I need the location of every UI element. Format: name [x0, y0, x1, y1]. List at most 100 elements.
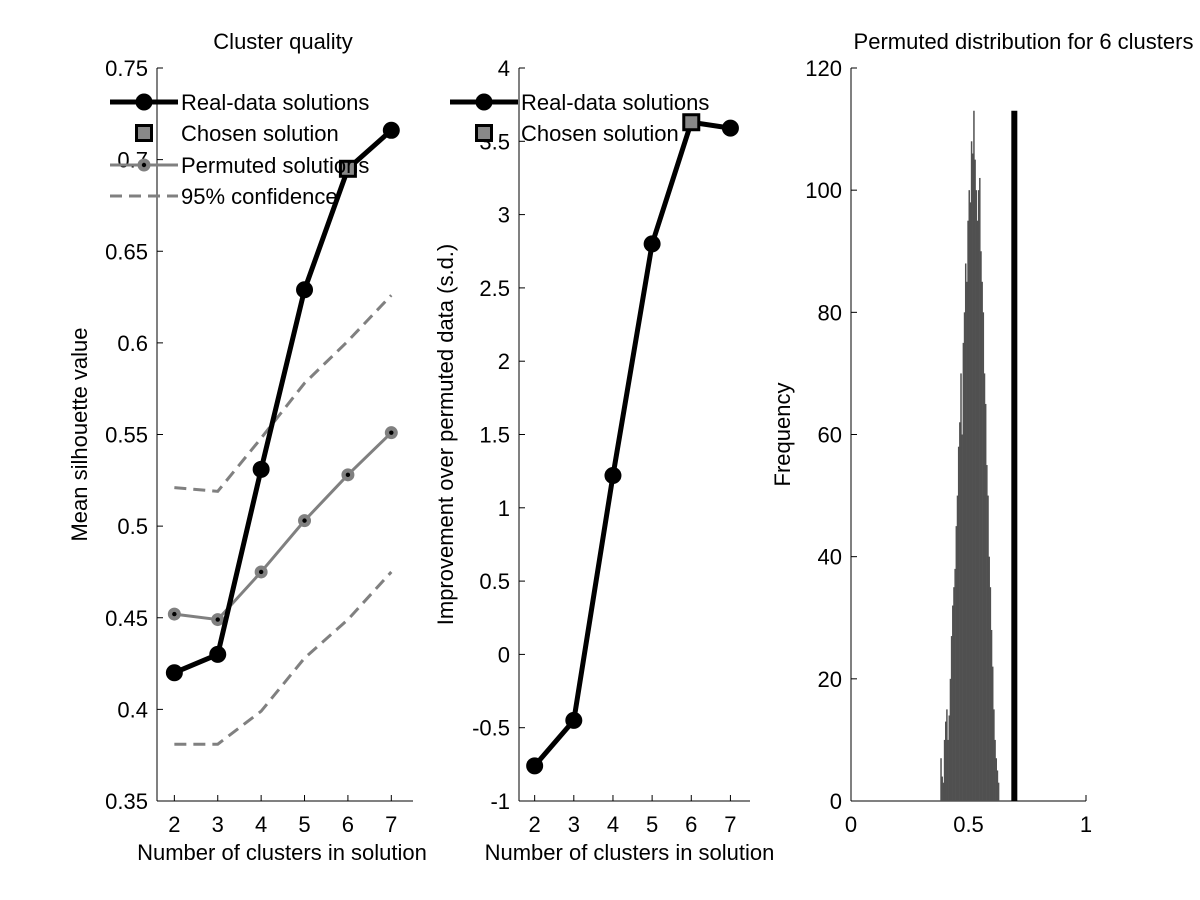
permuted-point-center	[215, 617, 220, 622]
real-data-point	[209, 645, 227, 663]
real-data-point	[604, 467, 622, 485]
y-tick-label: 80	[818, 300, 842, 325]
x-tick-label: 5	[298, 812, 310, 837]
legend-confidence-label: 95% confidence	[181, 184, 338, 209]
histogram-bar	[957, 446, 960, 801]
chosen-solution-marker	[682, 113, 701, 132]
histogram-bar	[975, 190, 978, 801]
x-axis-label: Number of clusters in solution	[137, 840, 427, 865]
chart-title: Cluster quality	[213, 29, 352, 54]
x-tick-label: 3	[212, 812, 224, 837]
y-tick-label: -1	[490, 789, 510, 814]
x-tick-label: 1	[1080, 812, 1092, 837]
legend-chosen-label: Chosen solution	[521, 121, 679, 146]
histogram-bar	[973, 110, 975, 802]
y-tick-label: 1	[498, 496, 510, 521]
histogram-bar	[993, 709, 995, 801]
histogram-bar	[963, 312, 966, 801]
histogram-bar	[987, 495, 989, 801]
histogram-bar	[942, 782, 945, 801]
permuted-point-center	[172, 611, 177, 617]
y-tick-label: 0.5	[479, 569, 510, 594]
confidence-upper-line	[174, 294, 393, 493]
histogram-bar	[995, 758, 997, 801]
legend-permuted-label: Permuted solutions	[181, 153, 369, 178]
histogram-bar	[966, 281, 968, 802]
histogram-bar	[997, 782, 1000, 801]
histogram-bar	[984, 403, 987, 801]
y-tick-label: 1.5	[479, 423, 510, 448]
x-tick-label: 6	[342, 812, 354, 837]
real-data-point	[296, 281, 314, 299]
histogram-bar	[980, 251, 982, 801]
histogram-bar	[941, 776, 943, 801]
x-tick-label: 3	[568, 812, 580, 837]
histogram-bar	[960, 373, 962, 801]
histogram-bar	[956, 495, 959, 801]
legend-chosen-swatch	[135, 124, 153, 142]
histogram-bar	[988, 556, 990, 801]
histogram-bar	[947, 739, 949, 801]
histogram-bar	[974, 159, 976, 801]
y-tick-label: 120	[805, 56, 842, 81]
x-tick-label: 2	[529, 812, 541, 837]
x-tick-label: 7	[724, 812, 736, 837]
histogram-bar	[977, 190, 980, 801]
histogram-bar	[952, 605, 954, 801]
histogram-bar	[953, 587, 955, 801]
histogram-bar	[970, 141, 973, 802]
histogram-bar	[994, 739, 996, 801]
permuted-point-center	[302, 518, 307, 523]
histogram-bar	[981, 281, 983, 802]
legend-real-swatch-marker	[135, 93, 153, 111]
histogram-bar	[982, 312, 985, 801]
histogram-bar	[940, 758, 942, 801]
permuted-point-center	[258, 569, 264, 575]
legend-chosen-swatch	[475, 124, 493, 142]
y-tick-label: 0.5	[117, 514, 148, 539]
y-tick-label: 2	[498, 349, 510, 374]
y-tick-label: 3	[498, 203, 510, 228]
histogram-bar	[968, 190, 970, 801]
histogram-bar	[946, 709, 948, 801]
panel-cluster-quality: 2 3 4 5 6 70.350.40.450.50.550.60.650.70.75Cl…	[67, 29, 427, 865]
permuted-point-center	[345, 472, 351, 478]
histogram-bar	[976, 220, 979, 802]
real-data-point	[565, 711, 583, 729]
y-tick-label: 0.65	[105, 239, 148, 264]
legend-permuted-swatch-center	[141, 162, 147, 168]
y-tick-label: 0.4	[117, 697, 148, 722]
x-tick-label: 0.5	[953, 812, 984, 837]
real-data-point	[643, 235, 661, 253]
y-tick-label: 0.35	[105, 789, 148, 814]
y-tick-label: 40	[818, 545, 842, 570]
y-tick-label: 0.6	[117, 331, 148, 356]
legend-real-swatch-marker	[475, 93, 493, 111]
x-tick-label: 7	[385, 812, 397, 837]
y-tick-label: 20	[818, 667, 842, 692]
histogram-bar	[955, 526, 958, 801]
permuted-point-center	[389, 430, 394, 435]
y-axis-label: Improvement over permuted data (s.d.)	[433, 244, 458, 626]
legend-real-label: Real-data solutions	[181, 90, 369, 115]
permuted-series-line	[174, 431, 393, 622]
real-series-line	[173, 128, 393, 676]
y-tick-label: 100	[805, 178, 842, 203]
histogram-bar	[967, 220, 969, 802]
y-tick-label: 0.45	[105, 606, 148, 631]
x-axis-label: Number of clusters in solution	[485, 840, 775, 865]
chart-title: Permuted distribution for 6 clusters	[854, 29, 1194, 54]
histogram-bar	[950, 636, 953, 801]
x-tick-label: 4	[255, 812, 267, 837]
y-axis-label: Mean silhouette value	[67, 327, 92, 541]
histogram-bar	[949, 678, 952, 801]
real-data-point	[165, 664, 183, 682]
legend-chosen-label: Chosen solution	[181, 121, 339, 146]
histogram-bar	[954, 568, 956, 801]
x-tick-label: 4	[607, 812, 619, 837]
histogram-bar	[986, 465, 988, 801]
histogram-bar	[996, 770, 999, 801]
real-series-line	[532, 119, 731, 768]
